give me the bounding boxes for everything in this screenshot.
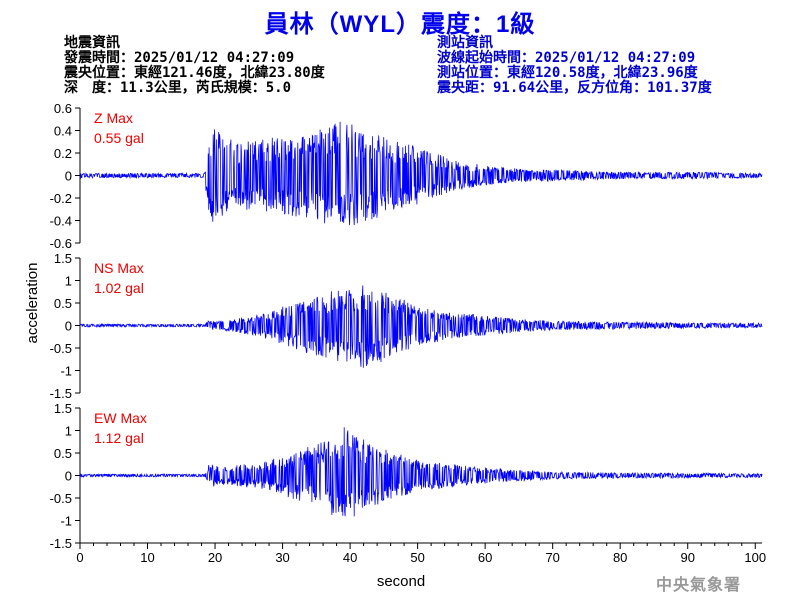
station-info: 測站資訊 波線起始時間：2025/01/12 04:27:09 測站位置：東經1… xyxy=(437,36,712,96)
y-axis-label: acceleration xyxy=(24,263,41,344)
y-tick-label: -0.5 xyxy=(50,341,72,356)
peak-title-z: Z Max xyxy=(94,110,133,126)
y-tick-label: -0.5 xyxy=(50,491,72,506)
agency-watermark: 中央氣象署 xyxy=(656,575,742,594)
x-tick-label: 60 xyxy=(478,550,492,565)
x-tick-label: 50 xyxy=(410,550,424,565)
depth-magnitude: 深 度：11.3公里，芮氏規模：5.0 xyxy=(64,80,292,96)
earthquake-info-header: 地震資訊 xyxy=(64,35,120,51)
x-tick-label: 70 xyxy=(545,550,559,565)
y-tick-label: 0 xyxy=(65,169,72,184)
peak-value-ew: 1.12 gal xyxy=(94,430,144,446)
epicenter-location: 震央位置：東經121.46度，北緯23.80度 xyxy=(64,65,325,81)
y-tick-label: -1 xyxy=(60,514,72,529)
y-tick-label: 0.5 xyxy=(54,296,72,311)
peak-title-ns: NS Max xyxy=(94,260,144,276)
y-tick-label: -1.5 xyxy=(50,386,72,401)
waveform-ew xyxy=(79,427,763,517)
x-axis-label: second xyxy=(377,573,425,590)
y-tick-label: -0.2 xyxy=(50,191,72,206)
x-tick-label: 10 xyxy=(140,550,154,565)
y-tick-label: -0.4 xyxy=(50,214,72,229)
distance-azimuth: 震央距：91.64公里，反方位角：101.37度 xyxy=(437,80,712,96)
earthquake-time: 發震時間：2025/01/12 04:27:09 xyxy=(64,50,295,66)
x-tick-label: 30 xyxy=(275,550,289,565)
earthquake-info: 地震資訊 發震時間：2025/01/12 04:27:09 震央位置：東經121… xyxy=(64,36,325,96)
x-tick-label: 20 xyxy=(208,550,222,565)
y-tick-label: -0.6 xyxy=(50,236,72,251)
x-tick-label: 40 xyxy=(343,550,357,565)
peak-value-z: 0.55 gal xyxy=(94,130,144,146)
station-location: 測站位置：東經120.58度，北緯23.96度 xyxy=(437,65,698,81)
x-tick-label: 90 xyxy=(680,550,694,565)
waveform-z xyxy=(79,121,763,226)
station-info-header: 測站資訊 xyxy=(437,35,493,51)
y-tick-label: 0.5 xyxy=(54,446,72,461)
y-tick-label: 0.6 xyxy=(54,101,72,116)
y-tick-label: 1 xyxy=(65,274,72,289)
peak-value-ns: 1.02 gal xyxy=(94,280,144,296)
y-tick-label: 1.5 xyxy=(54,251,72,266)
y-tick-label: -1.5 xyxy=(50,536,72,551)
y-tick-label: -1 xyxy=(60,364,72,379)
y-tick-label: 0.4 xyxy=(54,124,72,139)
y-tick-label: 0.2 xyxy=(54,146,72,161)
y-tick-label: 1 xyxy=(65,424,72,439)
peak-title-ew: EW Max xyxy=(94,410,147,426)
x-tick-label: 0 xyxy=(76,550,83,565)
y-tick-label: 0 xyxy=(65,469,72,484)
y-tick-label: 1.5 xyxy=(54,401,72,416)
waveform-ns xyxy=(79,285,763,368)
x-tick-label: 100 xyxy=(744,550,766,565)
chart-title: 員林（WYL）震度：1級 xyxy=(264,11,536,38)
x-tick-label: 80 xyxy=(613,550,627,565)
wave-start-time: 波線起始時間：2025/01/12 04:27:09 xyxy=(437,50,696,66)
y-tick-label: 0 xyxy=(65,319,72,334)
